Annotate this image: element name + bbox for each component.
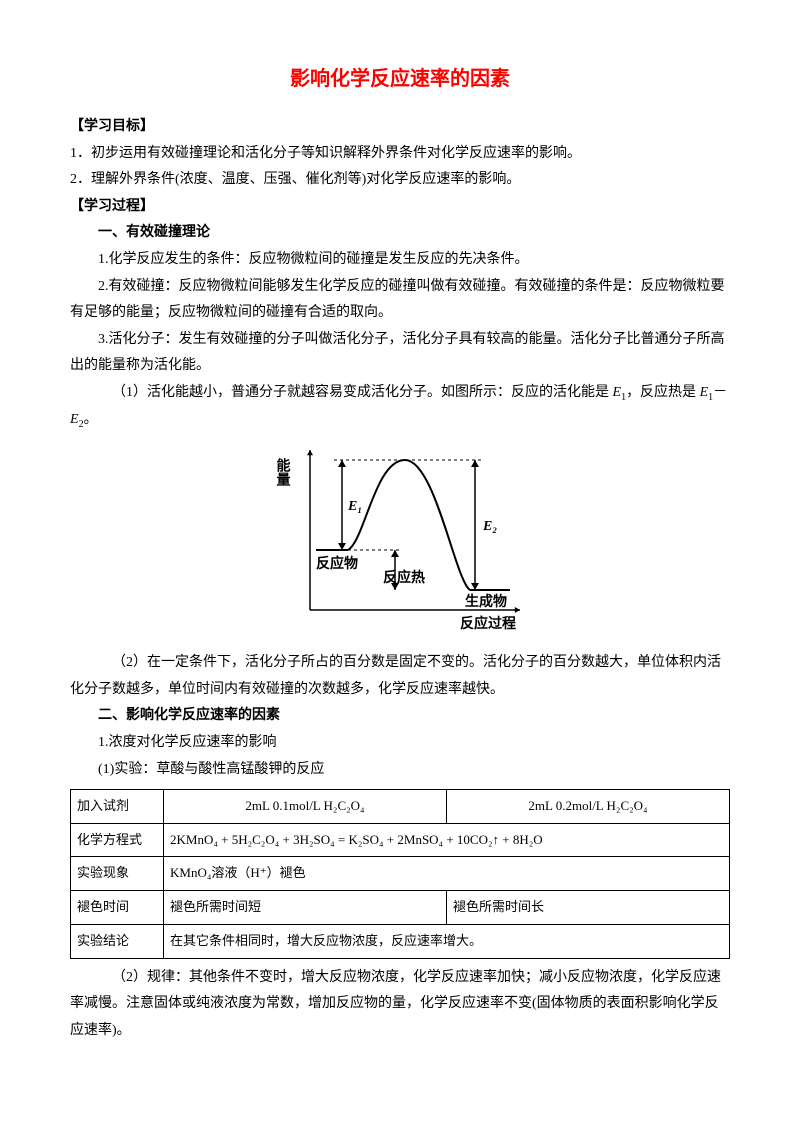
cell-time-1: 褪色所需时间短 xyxy=(164,891,447,925)
cell-time-label: 褪色时间 xyxy=(71,891,164,925)
cell-reagent-label: 加入试剂 xyxy=(71,790,164,824)
cell-equation: 2KMnO₄ + 5H₂C₂O₄ + 3H₂SO₄ = K₂SO₄ + 2MnS… xyxy=(164,823,730,857)
energy-diagram-wrap: 能量反应过程 E₁ E₂ 反应热 反应物生成物 xyxy=(70,440,730,641)
cell-phenomenon: KMnO₄溶液（H⁺）褪色 xyxy=(164,857,730,891)
svg-text:能量: 能量 xyxy=(275,457,291,487)
E1b-sym: E xyxy=(700,385,709,400)
section-1-point-3: 3.活化分子：发生有效碰撞的分子叫做活化分子，活化分子具有较高的能量。活化分子比… xyxy=(70,327,730,380)
table-row: 化学方程式 2KMnO₄ + 5H₂C₂O₄ + 3H₂SO₄ = K₂SO₄ … xyxy=(71,823,730,857)
svg-text:E₂: E₂ xyxy=(482,519,497,534)
section-1-point-2: 2.有效碰撞：反应物微粒间能够发生化学反应的碰撞叫做有效碰撞。有效碰撞的条件是：… xyxy=(70,274,730,327)
section-1-heading: 一、有效碰撞理论 xyxy=(70,220,730,247)
section-2-point-1: 1.浓度对化学反应速率的影响 xyxy=(70,730,730,757)
cell-conclusion: 在其它条件相同时，增大反应物浓度，反应速率增大。 xyxy=(164,924,730,958)
cell-conclusion-label: 实验结论 xyxy=(71,924,164,958)
table-row: 实验现象 KMnO₄溶液（H⁺）褪色 xyxy=(71,857,730,891)
svg-text:生成物: 生成物 xyxy=(465,593,507,610)
table-row: 褪色时间 褪色所需时间短 褪色所需时间长 xyxy=(71,891,730,925)
section-2-heading: 二、影响化学反应速率的因素 xyxy=(70,703,730,730)
document-title: 影响化学反应速率的因素 xyxy=(70,60,730,98)
cell-equation-label: 化学方程式 xyxy=(71,823,164,857)
table-row: 加入试剂 2mL 0.1mol/L H₂C₂O₄ 2mL 0.2mol/L H₂… xyxy=(71,790,730,824)
process-heading: 【学习过程】 xyxy=(70,194,730,221)
section-1-point-3b: （2）在一定条件下，活化分子所占的百分数是固定不变的。活化分子的百分数越大，单位… xyxy=(70,650,730,703)
svg-text:反应物: 反应物 xyxy=(316,555,358,572)
section-1-point-3a: （1）活化能越小，普通分子就越容易变成活化分子。如图所示：反应的活化能是 E1，… xyxy=(70,380,730,434)
cell-time-2: 褪色所需时间长 xyxy=(447,891,730,925)
E2-sym: E xyxy=(70,412,79,427)
s1-3a-pre: （1）活化能越小，普通分子就越容易变成活化分子。如图所示：反应的活化能是 xyxy=(112,385,613,400)
cell-phenomenon-label: 实验现象 xyxy=(71,857,164,891)
minus-sym: － xyxy=(713,385,727,400)
goal-item-2: 2．理解外界条件(浓度、温度、压强、催化剂等)对化学反应速率的影响。 xyxy=(70,167,730,194)
E1-sym: E xyxy=(613,385,622,400)
cell-reagent-2: 2mL 0.2mol/L H₂C₂O₄ xyxy=(447,790,730,824)
section-1-point-1: 1.化学反应发生的条件：反应物微粒间的碰撞是发生反应的先决条件。 xyxy=(70,247,730,274)
experiment-table: 加入试剂 2mL 0.1mol/L H₂C₂O₄ 2mL 0.2mol/L H₂… xyxy=(70,789,730,958)
energy-diagram: 能量反应过程 E₁ E₂ 反应热 反应物生成物 xyxy=(270,440,530,630)
s1-3a-mid: ，反应热是 xyxy=(626,385,700,400)
cell-reagent-1: 2mL 0.1mol/L H₂C₂O₄ xyxy=(164,790,447,824)
svg-text:E₁: E₁ xyxy=(347,499,362,514)
svg-text:反应过程: 反应过程 xyxy=(460,615,516,630)
s1-3a-end: 。 xyxy=(84,412,98,427)
svg-text:反应热: 反应热 xyxy=(383,569,425,586)
goal-item-1: 1．初步运用有效碰撞理论和活化分子等知识解释外界条件对化学反应速率的影响。 xyxy=(70,141,730,168)
table-row: 实验结论 在其它条件相同时，增大反应物浓度，反应速率增大。 xyxy=(71,924,730,958)
section-2-point-2: （2）规律：其他条件不变时，增大反应物浓度，化学反应速率加快；减小反应物浓度，化… xyxy=(70,965,730,1045)
section-2-experiment-head: (1)实验：草酸与酸性高锰酸钾的反应 xyxy=(70,757,730,784)
goals-heading: 【学习目标】 xyxy=(70,114,730,141)
document-page: 影响化学反应速率的因素 【学习目标】 1．初步运用有效碰撞理论和活化分子等知识解… xyxy=(0,0,800,1132)
